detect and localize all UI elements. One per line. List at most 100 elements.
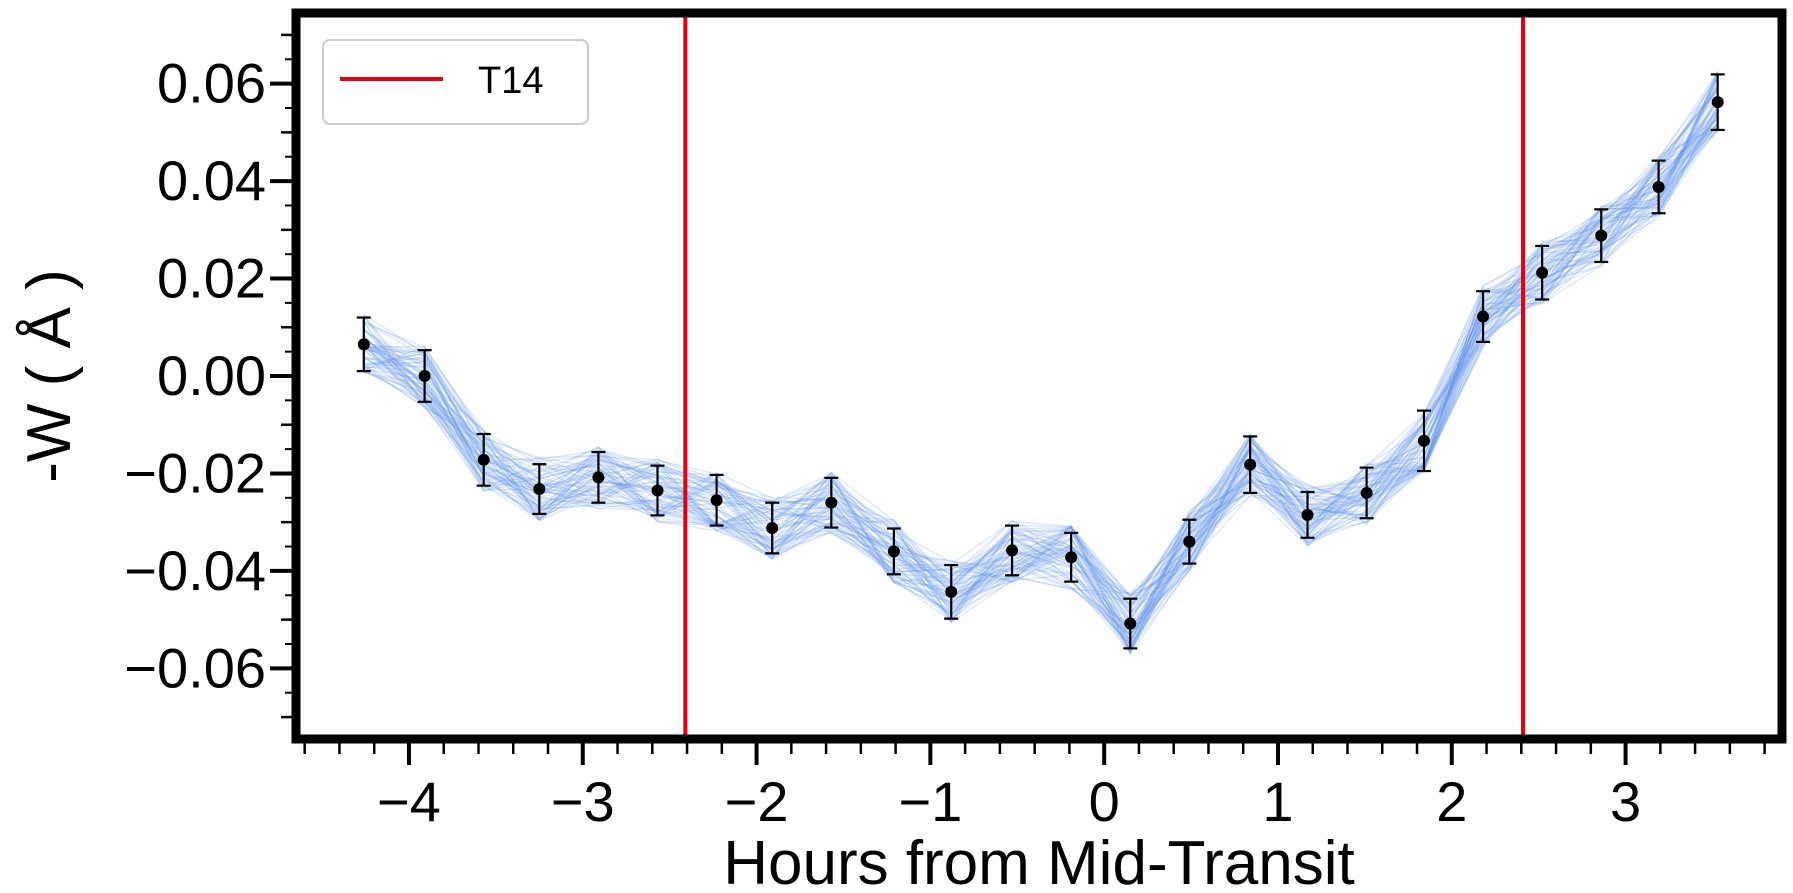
model-draw-line <box>363 122 1719 637</box>
model-draw-line <box>363 76 1719 637</box>
data-point <box>887 545 900 558</box>
x-tick-label: −2 <box>725 770 789 833</box>
model-draw-line <box>363 129 1719 635</box>
legend-box <box>322 39 589 125</box>
y-tick-label: −0.04 <box>124 539 266 602</box>
model-draw-line <box>363 130 1719 652</box>
y-tick-label: 0.04 <box>157 149 266 212</box>
y-tick-label: −0.02 <box>124 441 266 504</box>
model-draw-line <box>363 99 1719 618</box>
model-draw-line <box>363 90 1719 633</box>
model-draw-line <box>363 84 1719 643</box>
model-draw-line <box>363 95 1719 650</box>
model-draw-line <box>363 125 1719 597</box>
model-draw-line <box>363 123 1719 598</box>
model-draw-line <box>363 118 1719 645</box>
model-draw-line <box>363 70 1719 632</box>
data-point <box>1652 180 1665 193</box>
x-tick-label: 1 <box>1262 770 1293 833</box>
model-draw-line <box>363 113 1719 646</box>
model-draw-line <box>363 77 1719 630</box>
model-draw-line <box>363 75 1719 600</box>
data-point <box>533 483 546 496</box>
data-point <box>592 471 605 484</box>
model-draw-line <box>363 126 1719 610</box>
data-point <box>945 585 958 598</box>
model-draw-line <box>363 129 1719 635</box>
y-tick-label: 0.06 <box>157 52 266 115</box>
model-draw-line <box>363 109 1719 597</box>
data-point <box>357 338 370 351</box>
x-tick-label: 2 <box>1436 770 1467 833</box>
data-point <box>825 496 838 509</box>
model-draw-line <box>363 112 1719 616</box>
data-point <box>710 494 723 507</box>
model-draw-line <box>363 88 1719 627</box>
data-point <box>1183 535 1196 548</box>
model-draw-line <box>363 78 1719 642</box>
model-draw-line <box>363 83 1719 596</box>
x-axis-label: Hours from Mid-Transit <box>723 829 1355 893</box>
data-point <box>1711 96 1724 109</box>
model-draw-line <box>363 127 1719 607</box>
x-tick-label: 3 <box>1610 770 1641 833</box>
model-draw-line <box>363 125 1719 638</box>
model-draw-line <box>363 110 1719 646</box>
model-draw-line <box>363 74 1719 645</box>
data-point <box>1124 617 1137 630</box>
y-axis-label: -W ( Å ) <box>15 269 84 483</box>
data-point <box>1244 458 1257 471</box>
model-draw-line <box>363 71 1719 617</box>
model-draw-line <box>363 111 1719 607</box>
model-draw-line <box>363 93 1719 622</box>
x-tick-label: −4 <box>377 770 441 833</box>
model-draw-line <box>363 86 1719 636</box>
model-draw-line <box>363 121 1719 652</box>
model-draw-line <box>363 101 1719 655</box>
model-draw-line <box>363 104 1719 613</box>
model-draws <box>363 70 1719 655</box>
data-points <box>356 73 1725 650</box>
data-point <box>1360 486 1373 499</box>
legend-label: T14 <box>478 60 543 102</box>
model-draw-line <box>363 107 1719 618</box>
model-draw-line <box>363 126 1719 655</box>
model-draw-line <box>363 112 1719 633</box>
model-draw-line <box>363 87 1719 621</box>
model-draw-line <box>363 108 1719 624</box>
model-draw-line <box>363 110 1719 651</box>
data-point <box>418 370 431 382</box>
x-tick-label: −3 <box>551 770 615 833</box>
model-draw-line <box>363 78 1719 626</box>
model-draw-line <box>363 70 1719 649</box>
model-draw-line <box>363 96 1719 634</box>
x-tick-label: 0 <box>1089 770 1120 833</box>
y-tick-label: 0.02 <box>157 247 266 310</box>
model-draw-line <box>363 114 1719 648</box>
data-point <box>1477 310 1490 323</box>
model-draw-line <box>363 87 1719 652</box>
data-point <box>1301 508 1314 521</box>
model-draw-line <box>363 83 1719 606</box>
data-point <box>651 484 664 497</box>
data-point <box>1595 229 1608 242</box>
data-point <box>1006 544 1019 557</box>
y-tick-label: 0.00 <box>157 344 266 407</box>
model-draw-line <box>363 101 1719 643</box>
model-draw-line <box>363 100 1719 620</box>
model-draw-line <box>363 117 1719 645</box>
model-draw-line <box>363 72 1719 652</box>
model-draw-line <box>363 74 1719 652</box>
data-point <box>477 453 490 466</box>
model-draw-line <box>363 82 1719 639</box>
plot-frame <box>291 8 1787 744</box>
axes: −4 −3 −2 −1 0 1 2 3 0.06 0.04 0.02 0.00 −0.02 −0.04 −0… <box>124 33 1766 833</box>
model-draw-line <box>363 119 1719 601</box>
model-draw-line <box>363 106 1719 654</box>
t14-lines <box>683 13 1526 739</box>
model-draw-line <box>363 123 1719 606</box>
model-draw-line <box>363 76 1719 598</box>
model-draw-line <box>363 94 1719 655</box>
data-point <box>1417 434 1430 447</box>
